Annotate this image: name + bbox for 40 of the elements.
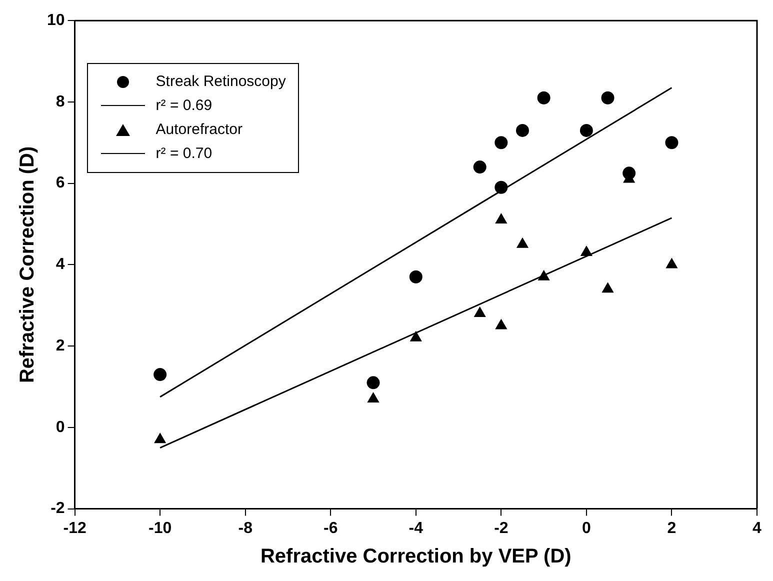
point xyxy=(601,91,614,104)
point xyxy=(495,213,507,224)
x-tick-label: 4 xyxy=(752,520,762,537)
point xyxy=(602,282,614,293)
point xyxy=(516,238,528,248)
point xyxy=(494,136,508,150)
point xyxy=(368,392,379,402)
point xyxy=(409,270,422,284)
point xyxy=(495,319,507,330)
point xyxy=(474,307,486,318)
point xyxy=(154,433,166,444)
point xyxy=(537,91,550,104)
point xyxy=(580,246,592,256)
x-tick-label: 2 xyxy=(667,520,676,537)
y-axis-title: Refractive Correction (D) xyxy=(16,146,39,384)
x-tick-label: 0 xyxy=(582,520,591,537)
x-tick-label: -8 xyxy=(238,520,253,537)
x-tick-label: -2 xyxy=(494,520,508,537)
legend-label: r² = 0.70 xyxy=(156,145,212,162)
legend-label: Autorefractor xyxy=(156,121,243,138)
legend-label: Streak Retinoscopy xyxy=(156,73,286,90)
point xyxy=(666,258,678,268)
y-tick-label: 8 xyxy=(56,93,65,110)
legend-label: r² = 0.69 xyxy=(156,97,212,114)
x-tick-label: -12 xyxy=(63,520,86,537)
y-tick-label: 2 xyxy=(56,337,65,354)
x-tick-label: -6 xyxy=(324,520,338,537)
point xyxy=(665,136,678,150)
y-tick-label: 10 xyxy=(47,12,65,30)
point xyxy=(580,124,593,137)
y-tick-label: 0 xyxy=(56,418,65,436)
y-tick-label: 6 xyxy=(56,174,65,192)
y-tick-label: -2 xyxy=(50,500,65,518)
point xyxy=(473,160,486,174)
point xyxy=(410,331,422,342)
x-axis-title: Refractive Correction by VEP (D) xyxy=(260,546,572,568)
y-tick-label: 4 xyxy=(56,256,65,274)
point xyxy=(516,124,529,137)
x-tick-label: -10 xyxy=(148,520,172,537)
x-tick-label: -4 xyxy=(408,520,424,537)
